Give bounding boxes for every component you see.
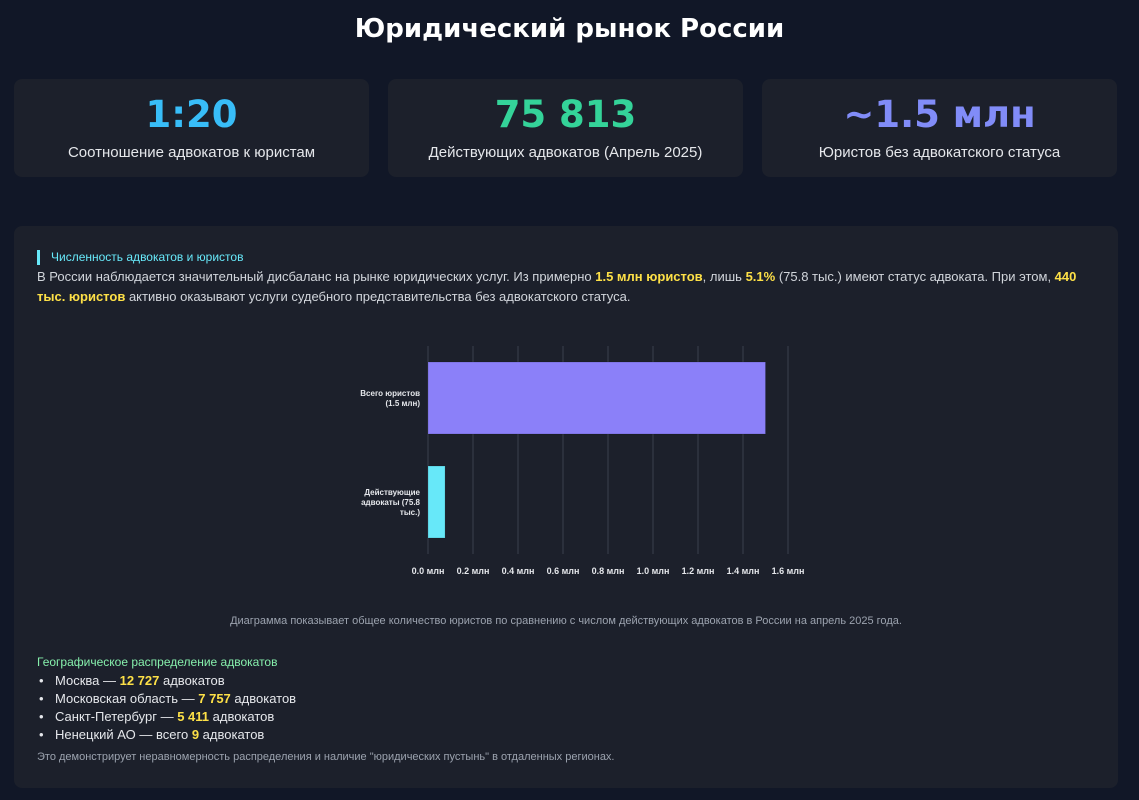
region-count: 5 411 [177, 709, 210, 724]
category-label-line: Всего юристов [360, 389, 420, 398]
region-count: 12 727 [119, 673, 160, 688]
section-heading: Численность адвокатов и юристов [37, 250, 243, 265]
intro-text: В России наблюдается значительный дисбал… [37, 269, 596, 284]
category-label-line: (1.5 млн) [385, 399, 420, 408]
intro-highlight: 440 тыс. юристов [37, 269, 1077, 304]
region-label: Московская область — [55, 691, 199, 706]
region-label: Москва — [55, 673, 120, 688]
list-item: • Московская область — 7 757 адвокатов [37, 690, 296, 708]
intro-highlight: 1.5 млн юристов [595, 269, 703, 284]
stat-card-ratio: 1:20 Соотношение адвокатов к юристам [14, 79, 369, 177]
stat-value: ~1.5 млн [843, 93, 1036, 136]
x-tick-label: 0.4 млн [502, 566, 535, 576]
category-label: Действующие адвокаты (75.8 тыс.) [361, 488, 420, 517]
stat-label: Юристов без адвокатского статуса [818, 144, 1061, 161]
x-tick-label: 0.6 млн [547, 566, 580, 576]
footnote: Это демонстрирует неравномерность распре… [37, 751, 615, 763]
stat-card-lawyers: ~1.5 млн Юристов без адвокатского статус… [762, 79, 1117, 177]
intro-text: , лишь [702, 269, 746, 284]
category-label: Всего юристов (1.5 млн) [360, 389, 420, 408]
region-suffix: адвокатов [209, 709, 275, 724]
region-count: 9 [191, 727, 200, 742]
intro-highlight: 5.1% [745, 269, 776, 284]
chart-caption: Диаграмма показывает общее количество юр… [230, 615, 902, 627]
x-tick-label: 0.2 млн [457, 566, 490, 576]
region-suffix: адвокатов [230, 691, 297, 706]
bar [427, 361, 766, 435]
x-tick-label: 1.2 млн [682, 566, 715, 576]
bullet-icon: • [39, 709, 44, 724]
list-item: • Санкт-Петербург — 5 411 адвокатов [37, 708, 296, 726]
region-label: Ненецкий АО — всего [55, 727, 192, 742]
x-tick-label: 1.4 млн [727, 566, 760, 576]
stat-card-advocates: 75 813 Действующих адвокатов (Апрель 202… [388, 79, 743, 177]
stat-value: 1:20 [145, 93, 238, 136]
category-label-line: тыс.) [400, 508, 420, 517]
analysis-panel: Численность адвокатов и юристов В России… [14, 226, 1118, 788]
stat-value: 75 813 [494, 93, 637, 136]
region-suffix: адвокатов [159, 673, 225, 688]
bullet-icon: • [39, 673, 44, 688]
list-item: • Москва — 12 727 адвокатов [37, 672, 296, 690]
bullet-icon: • [39, 691, 44, 706]
stat-label: Соотношение адвокатов к юристам [67, 144, 316, 161]
region-count: 7 757 [198, 691, 231, 706]
intro-text: активно оказывают услуги судебного предс… [125, 289, 631, 304]
region-label: Санкт-Петербург — [55, 709, 178, 724]
x-tick-label: 0.0 млн [412, 566, 445, 576]
page-title: Юридический рынок России [354, 14, 785, 44]
stat-label: Действующих адвокатов (Апрель 2025) [428, 144, 703, 161]
geography-heading: Географическое распределение адвокатов [37, 655, 278, 669]
geography-list: • Москва — 12 727 адвокатов • Московская о… [37, 672, 296, 744]
category-label-line: Действующие [364, 488, 420, 497]
category-label-line: адвокаты (75.8 [361, 498, 420, 507]
bullet-icon: • [39, 727, 44, 742]
region-suffix: адвокатов [199, 727, 265, 742]
x-tick-label: 0.8 млн [592, 566, 625, 576]
bar-chart: 0.0 млн 0.2 млн 0.4 млн 0.6 млн 0.8 млн 1.0 м… [360, 346, 805, 576]
intro-text: (75.8 тыс.) имеют статус адвоката. При э… [775, 269, 1055, 284]
intro-paragraph: В России наблюдается значительный дисбал… [37, 267, 1097, 307]
x-tick-label: 1.0 млн [637, 566, 670, 576]
x-tick-label: 1.6 млн [772, 566, 805, 576]
bar [427, 465, 446, 539]
list-item: • Ненецкий АО — всего 9 адвокатов [37, 726, 296, 744]
